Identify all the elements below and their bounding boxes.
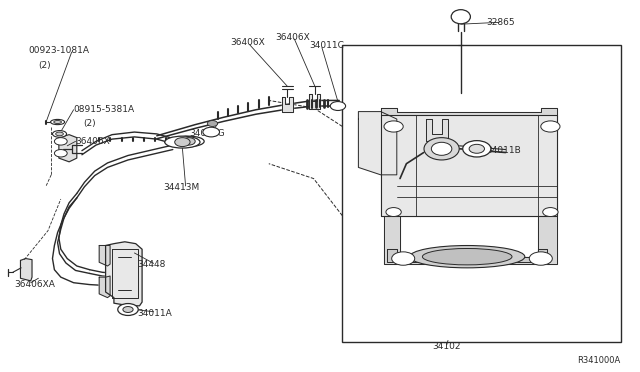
Circle shape <box>543 208 558 217</box>
Polygon shape <box>106 242 142 306</box>
Text: 32865: 32865 <box>486 18 515 27</box>
Ellipse shape <box>431 142 452 155</box>
Ellipse shape <box>51 119 65 125</box>
Text: 34413M: 34413M <box>163 183 200 192</box>
Polygon shape <box>387 249 547 262</box>
Circle shape <box>123 307 133 312</box>
Ellipse shape <box>410 246 525 268</box>
Text: 34011C: 34011C <box>309 41 344 50</box>
Ellipse shape <box>165 136 200 148</box>
Circle shape <box>175 138 190 147</box>
Text: 36406X: 36406X <box>275 33 310 42</box>
Text: 00923-1081A: 00923-1081A <box>29 46 90 55</box>
Circle shape <box>392 252 415 265</box>
Circle shape <box>469 144 484 153</box>
Circle shape <box>330 102 346 110</box>
Circle shape <box>386 208 401 217</box>
Polygon shape <box>358 112 397 175</box>
Circle shape <box>207 121 218 126</box>
Circle shape <box>203 127 220 137</box>
Text: 34011G: 34011G <box>189 129 225 138</box>
Polygon shape <box>59 135 77 162</box>
Text: 36406XA: 36406XA <box>14 280 55 289</box>
Ellipse shape <box>54 121 61 124</box>
Polygon shape <box>381 108 557 115</box>
Ellipse shape <box>56 132 63 136</box>
Ellipse shape <box>52 131 67 137</box>
Polygon shape <box>384 216 557 264</box>
Text: 34448: 34448 <box>138 260 166 269</box>
Ellipse shape <box>424 138 460 160</box>
Circle shape <box>384 121 403 132</box>
Circle shape <box>54 138 67 145</box>
Polygon shape <box>282 97 293 112</box>
Polygon shape <box>426 119 448 141</box>
Polygon shape <box>20 259 32 281</box>
Circle shape <box>182 138 195 145</box>
Text: (2): (2) <box>83 119 96 128</box>
Polygon shape <box>381 115 557 216</box>
Circle shape <box>529 252 552 265</box>
Text: 36406X: 36406X <box>230 38 265 47</box>
Text: (2): (2) <box>38 61 51 70</box>
Text: 34011A: 34011A <box>138 309 172 318</box>
Circle shape <box>541 121 560 132</box>
Circle shape <box>54 150 67 157</box>
Circle shape <box>118 304 138 315</box>
Ellipse shape <box>173 136 204 147</box>
Polygon shape <box>99 276 110 298</box>
Bar <box>342 45 621 342</box>
Text: 36406X: 36406X <box>76 137 110 146</box>
Text: R341000A: R341000A <box>577 356 621 365</box>
Text: 34102: 34102 <box>432 342 461 351</box>
Polygon shape <box>309 94 320 109</box>
Polygon shape <box>99 246 110 266</box>
Text: 08915-5381A: 08915-5381A <box>74 105 135 114</box>
Ellipse shape <box>451 10 470 24</box>
Ellipse shape <box>422 248 512 265</box>
Text: 34011B: 34011B <box>486 146 521 155</box>
Circle shape <box>463 141 491 157</box>
